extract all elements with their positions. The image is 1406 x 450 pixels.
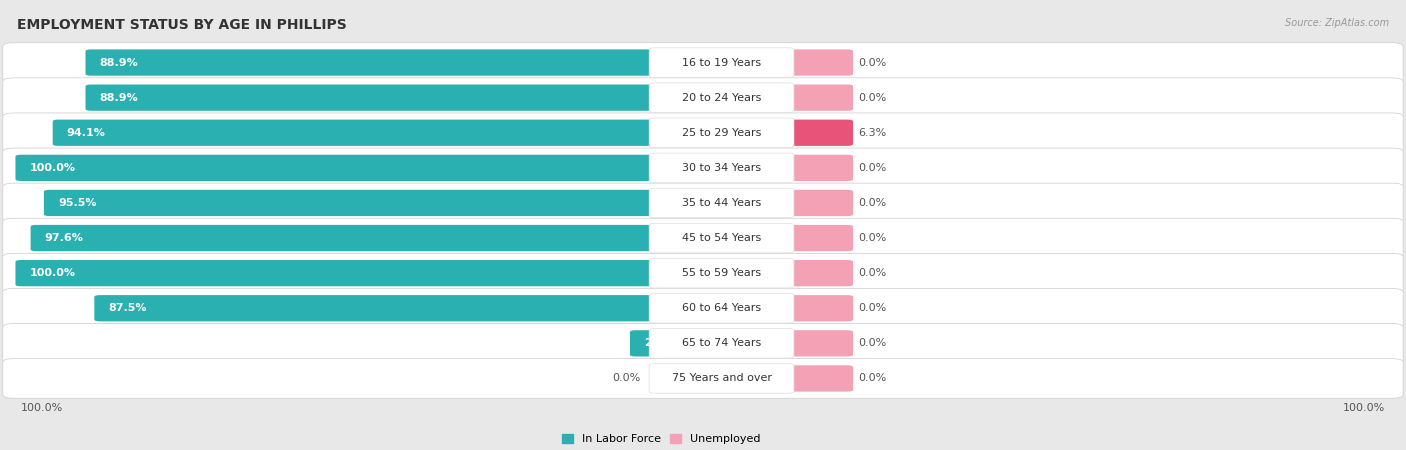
FancyBboxPatch shape <box>31 225 658 251</box>
FancyBboxPatch shape <box>52 120 658 146</box>
FancyBboxPatch shape <box>650 293 794 323</box>
Text: 35 to 44 Years: 35 to 44 Years <box>682 198 761 208</box>
FancyBboxPatch shape <box>3 78 1403 117</box>
FancyBboxPatch shape <box>650 153 794 183</box>
Text: 16 to 19 Years: 16 to 19 Years <box>682 58 761 68</box>
Text: 30 to 34 Years: 30 to 34 Years <box>682 163 761 173</box>
Text: 100.0%: 100.0% <box>30 268 76 278</box>
Text: 87.5%: 87.5% <box>108 303 146 313</box>
FancyBboxPatch shape <box>86 50 658 76</box>
Text: 0.0%: 0.0% <box>859 268 887 278</box>
FancyBboxPatch shape <box>3 288 1403 328</box>
Text: 100.0%: 100.0% <box>21 403 63 413</box>
Text: 97.6%: 97.6% <box>45 233 83 243</box>
Text: 94.1%: 94.1% <box>66 128 105 138</box>
Text: 25 to 29 Years: 25 to 29 Years <box>682 128 761 138</box>
FancyBboxPatch shape <box>650 83 794 112</box>
FancyBboxPatch shape <box>15 260 658 286</box>
Text: 88.9%: 88.9% <box>100 93 138 103</box>
FancyBboxPatch shape <box>15 155 658 181</box>
Text: 0.0%: 0.0% <box>859 163 887 173</box>
FancyBboxPatch shape <box>3 148 1403 188</box>
FancyBboxPatch shape <box>44 190 658 216</box>
Text: 0.0%: 0.0% <box>613 374 641 383</box>
Text: 88.9%: 88.9% <box>100 58 138 68</box>
FancyBboxPatch shape <box>3 43 1403 82</box>
Text: Source: ZipAtlas.com: Source: ZipAtlas.com <box>1285 18 1389 28</box>
FancyBboxPatch shape <box>650 258 794 288</box>
Text: EMPLOYMENT STATUS BY AGE IN PHILLIPS: EMPLOYMENT STATUS BY AGE IN PHILLIPS <box>17 18 347 32</box>
Text: 100.0%: 100.0% <box>30 163 76 173</box>
FancyBboxPatch shape <box>786 330 853 356</box>
FancyBboxPatch shape <box>650 188 794 218</box>
FancyBboxPatch shape <box>650 48 794 77</box>
Text: 0.0%: 0.0% <box>859 58 887 68</box>
FancyBboxPatch shape <box>786 365 853 392</box>
Text: 6.3%: 6.3% <box>859 128 887 138</box>
FancyBboxPatch shape <box>786 260 853 286</box>
Text: 2.6%: 2.6% <box>644 338 675 348</box>
FancyBboxPatch shape <box>786 120 853 146</box>
Text: 0.0%: 0.0% <box>859 338 887 348</box>
Text: 0.0%: 0.0% <box>859 233 887 243</box>
Text: 0.0%: 0.0% <box>859 374 887 383</box>
Text: 0.0%: 0.0% <box>859 198 887 208</box>
FancyBboxPatch shape <box>86 85 658 111</box>
FancyBboxPatch shape <box>786 50 853 76</box>
FancyBboxPatch shape <box>3 113 1403 153</box>
FancyBboxPatch shape <box>3 183 1403 223</box>
FancyBboxPatch shape <box>786 190 853 216</box>
FancyBboxPatch shape <box>786 295 853 321</box>
Text: 45 to 54 Years: 45 to 54 Years <box>682 233 761 243</box>
Legend: In Labor Force, Unemployed: In Labor Force, Unemployed <box>561 434 761 445</box>
Text: 75 Years and over: 75 Years and over <box>672 374 772 383</box>
Text: 0.0%: 0.0% <box>859 303 887 313</box>
FancyBboxPatch shape <box>3 324 1403 363</box>
FancyBboxPatch shape <box>650 118 794 148</box>
FancyBboxPatch shape <box>650 223 794 253</box>
Text: 100.0%: 100.0% <box>1343 403 1385 413</box>
Text: 20 to 24 Years: 20 to 24 Years <box>682 93 761 103</box>
FancyBboxPatch shape <box>786 155 853 181</box>
FancyBboxPatch shape <box>786 85 853 111</box>
Text: 95.5%: 95.5% <box>58 198 97 208</box>
Text: 0.0%: 0.0% <box>859 93 887 103</box>
FancyBboxPatch shape <box>650 328 794 358</box>
Text: 55 to 59 Years: 55 to 59 Years <box>682 268 761 278</box>
FancyBboxPatch shape <box>650 364 794 393</box>
FancyBboxPatch shape <box>94 295 658 321</box>
FancyBboxPatch shape <box>3 253 1403 293</box>
FancyBboxPatch shape <box>786 225 853 251</box>
FancyBboxPatch shape <box>3 359 1403 398</box>
Text: 60 to 64 Years: 60 to 64 Years <box>682 303 761 313</box>
Text: 65 to 74 Years: 65 to 74 Years <box>682 338 761 348</box>
FancyBboxPatch shape <box>630 330 658 356</box>
FancyBboxPatch shape <box>3 218 1403 258</box>
